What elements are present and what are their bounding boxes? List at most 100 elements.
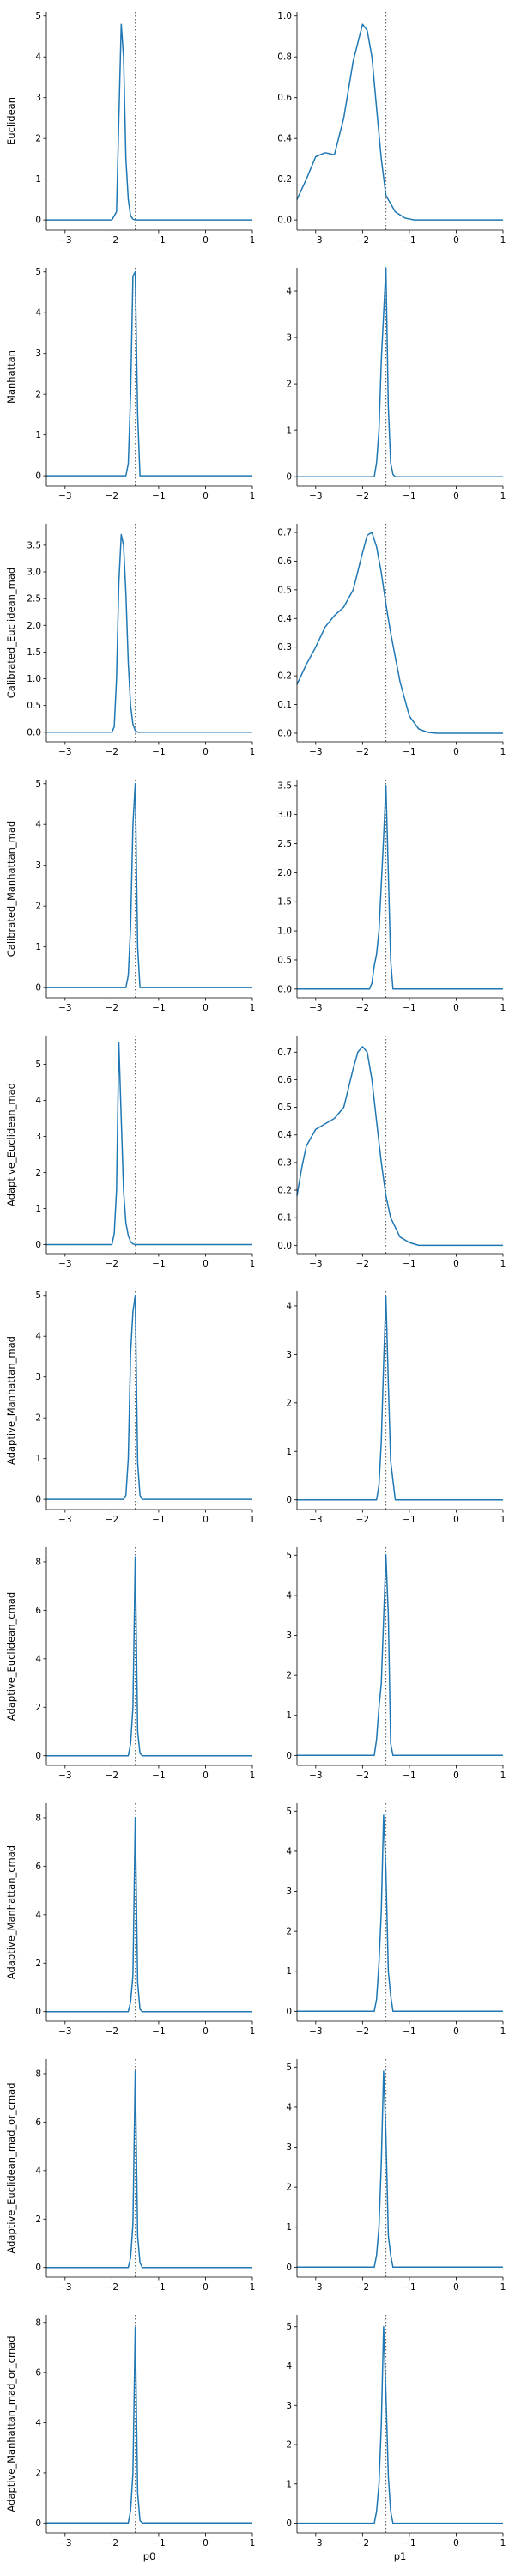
x-tick-label: 0 — [453, 2026, 459, 2037]
y-tick-label: 1 — [286, 1710, 292, 1721]
x-tick-label: 1 — [500, 2026, 506, 2037]
density-line — [46, 1294, 252, 1500]
x-tick-label: −3 — [309, 2538, 322, 2549]
x-tick-label: −1 — [152, 1003, 165, 1013]
y-tick-label: 0.2 — [277, 174, 292, 185]
x-tick-label: 0 — [453, 491, 459, 501]
x-tick-label: −1 — [403, 491, 415, 501]
x-tick-label: 1 — [500, 2538, 506, 2549]
density-line — [46, 1817, 252, 2013]
x-tick-label: 0 — [453, 2538, 459, 2549]
y-tick-label: 2 — [35, 2468, 41, 2478]
column-label: p1 — [394, 2550, 407, 2562]
x-tick-label: −2 — [106, 2538, 118, 2549]
x-tick-label: 1 — [250, 235, 256, 246]
x-tick-label: −3 — [309, 1515, 322, 1525]
y-tick-label: 0 — [35, 2007, 41, 2017]
y-tick-label: 3 — [35, 860, 41, 871]
panel-Adaptive_Euclidean_cmad-p1: 0 1 2 3 4 5 −3 −2 −1 0 1 — [286, 1547, 506, 1781]
y-tick-label: 0.5 — [277, 955, 292, 965]
x-tick-label: −3 — [58, 1515, 71, 1525]
x-tick-label: −1 — [403, 1771, 415, 1781]
y-tick-label: 0.6 — [277, 1075, 292, 1085]
panel-Calibrated_Manhattan_mad-p1: 0.0 0.5 1.0 1.5 2.0 2.5 3.0 3.5 −3 −2 −1 0 1 — [277, 780, 506, 1013]
y-tick-label: 5 — [35, 1060, 41, 1070]
y-tick-label: 0 — [35, 1240, 41, 1250]
y-tick-label: 4 — [286, 2102, 292, 2112]
y-tick-label: 0.3 — [277, 1157, 292, 1168]
x-tick-label: −1 — [152, 2026, 165, 2037]
y-tick-label: 2.5 — [277, 839, 292, 849]
y-tick-label: 6 — [35, 2117, 41, 2128]
x-tick-label: 0 — [453, 1771, 459, 1781]
y-tick-label: 5 — [35, 267, 41, 277]
y-tick-label: 0.1 — [277, 700, 292, 710]
x-tick-label: 0 — [203, 747, 209, 757]
density-line — [46, 270, 252, 477]
y-tick-label: 0.4 — [277, 134, 292, 144]
y-tick-label: 0.7 — [277, 1048, 292, 1058]
x-tick-label: −1 — [152, 2538, 165, 2549]
x-tick-label: 0 — [203, 491, 209, 501]
x-tick-label: −1 — [152, 491, 165, 501]
x-tick-label: 0 — [453, 1515, 459, 1525]
y-tick-label: 0.5 — [277, 1103, 292, 1113]
y-tick-label: 0 — [286, 2263, 292, 2273]
row-label: Adaptive_Manhattan_cmad — [5, 1845, 17, 1979]
x-tick-label: −2 — [106, 747, 118, 757]
y-tick-label: 2 — [286, 1671, 292, 1681]
x-tick-label: −3 — [58, 2538, 71, 2549]
y-tick-label: 1.0 — [27, 674, 41, 684]
y-tick-label: 4 — [35, 308, 41, 319]
panel-Calibrated_Manhattan_mad-p0: 0 1 2 3 4 5 −3 −2 −1 0 1 — [35, 779, 255, 1013]
y-tick-label: 1 — [286, 2222, 292, 2233]
y-tick-label: 0.0 — [27, 727, 41, 738]
x-tick-label: 1 — [500, 1771, 506, 1781]
y-tick-label: 8 — [35, 1557, 41, 1567]
x-tick-label: 0 — [203, 2026, 209, 2037]
x-tick-label: 1 — [250, 2026, 256, 2037]
x-tick-label: −3 — [58, 747, 71, 757]
panel-Adaptive_Manhattan_mad_or_cmad-p0: 0 2 4 6 8 −3 −2 −1 0 1 — [35, 2315, 255, 2549]
density-line — [296, 1046, 503, 1247]
density-line — [297, 267, 503, 477]
density-line — [297, 2070, 503, 2269]
x-tick-label: −2 — [106, 1259, 118, 1269]
density-line — [296, 23, 503, 221]
y-tick-label: 0 — [286, 472, 292, 483]
y-tick-label: 2.0 — [27, 621, 41, 631]
x-tick-label: −2 — [106, 235, 118, 246]
y-tick-label: 2 — [35, 390, 41, 400]
x-tick-label: −2 — [106, 2282, 118, 2293]
density-line — [297, 1554, 503, 1757]
y-tick-label: 4 — [35, 1096, 41, 1106]
density-line — [46, 2070, 252, 2269]
y-tick-label: 0 — [286, 1751, 292, 1761]
y-tick-label: 0.3 — [277, 642, 292, 653]
density-line — [297, 1295, 503, 1501]
y-tick-label: 4 — [35, 1910, 41, 1920]
y-tick-label: 0.0 — [277, 984, 292, 994]
x-tick-label: −3 — [309, 235, 322, 246]
y-tick-label: 2 — [286, 2183, 292, 2193]
x-tick-label: −2 — [356, 491, 369, 501]
x-tick-label: −1 — [403, 235, 415, 246]
y-tick-label: 0 — [286, 2518, 292, 2529]
y-tick-label: 0 — [286, 2007, 292, 2017]
y-tick-label: 0.5 — [27, 701, 41, 711]
x-tick-label: 1 — [250, 1259, 256, 1269]
y-tick-label: 1.5 — [277, 897, 292, 908]
y-tick-label: 0.2 — [277, 1186, 292, 1196]
y-tick-label: 2 — [35, 134, 41, 144]
panel-Adaptive_Manhattan_mad-p0: 0 1 2 3 4 5 −3 −2 −1 0 1 — [35, 1291, 255, 1525]
x-tick-label: 0 — [453, 1003, 459, 1013]
y-tick-label: 1 — [35, 942, 41, 952]
y-tick-label: 6 — [35, 2368, 41, 2379]
y-tick-label: 8 — [35, 2318, 41, 2328]
panel-Manhattan-p0: 0 1 2 3 4 5 −3 −2 −1 0 1 — [35, 267, 255, 501]
y-tick-label: 1 — [286, 2479, 292, 2489]
row-label: Manhattan — [5, 350, 17, 404]
y-tick-label: 3.5 — [27, 540, 41, 550]
y-tick-label: 3.5 — [277, 781, 292, 791]
